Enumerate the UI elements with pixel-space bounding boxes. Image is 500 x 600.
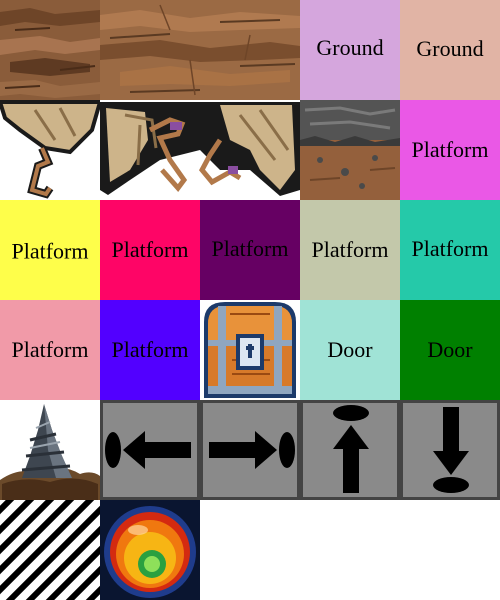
- ground-tile-peach: Ground: [400, 0, 500, 100]
- platform-label: Platform: [111, 237, 189, 262]
- arrow-down-tile: [400, 400, 500, 500]
- platform-tile-sage: Platform: [300, 200, 400, 300]
- spike-rock-tile: [0, 400, 100, 500]
- broken-pillar-tile: [0, 100, 100, 200]
- platform-label: Platform: [11, 238, 89, 264]
- arrow-right-tile: [200, 400, 300, 500]
- glowing-orb-icon: [100, 500, 200, 600]
- rock-texture-wide-tile: [100, 0, 300, 100]
- stone-ledge-icon: [300, 100, 400, 200]
- platform-tile-yellow: Platform: [0, 200, 100, 300]
- door-label: Door: [327, 337, 373, 362]
- arrow-left-icon: [105, 431, 191, 469]
- arrow-up-tile: [300, 400, 400, 500]
- ground-label: Ground: [316, 35, 384, 61]
- stone-ledge-tile: [300, 100, 400, 200]
- platform-label: Platform: [211, 236, 289, 262]
- platform-tile-pink: Platform: [100, 200, 200, 300]
- diagonal-stripes-tile: [0, 500, 100, 600]
- ground-tile-lilac: Ground: [300, 0, 400, 100]
- ground-label: Ground: [416, 36, 484, 62]
- spike-rock-icon: [0, 404, 100, 500]
- platform-tile-plum: Platform: [200, 200, 300, 300]
- treasure-chest-tile: [200, 300, 300, 400]
- broken-pillar-icon: [0, 100, 100, 199]
- door-tile-mint: Door: [300, 300, 400, 400]
- platform-label: Platform: [311, 237, 389, 262]
- platform-tile-rose: Platform: [0, 300, 100, 400]
- door-tile-green: Door: [400, 300, 500, 400]
- door-label: Door: [427, 337, 473, 362]
- platform-label: Platform: [411, 236, 489, 262]
- treasure-chest-icon: [204, 302, 296, 398]
- rock-texture-icon: [0, 0, 100, 100]
- arrow-right-icon: [209, 431, 295, 469]
- platform-tile-violet: Platform: [100, 300, 200, 400]
- platform-tile-teal: Platform: [400, 200, 500, 300]
- platform-tile-magenta: Platform: [400, 100, 500, 200]
- broken-pillar-icon: [100, 102, 300, 196]
- platform-label: Platform: [411, 137, 489, 162]
- arrow-down-icon: [433, 407, 469, 493]
- rock-texture-tile: [0, 0, 100, 100]
- rock-texture-icon: [100, 0, 300, 100]
- arrow-up-icon: [333, 405, 369, 493]
- diagonal-stripes-icon: [0, 500, 100, 600]
- platform-label: Platform: [11, 337, 89, 362]
- platform-label: Platform: [111, 337, 189, 362]
- broken-pillar-pair-tile: [100, 100, 300, 200]
- arrow-left-tile: [100, 400, 200, 500]
- glowing-orb-tile: [100, 500, 200, 600]
